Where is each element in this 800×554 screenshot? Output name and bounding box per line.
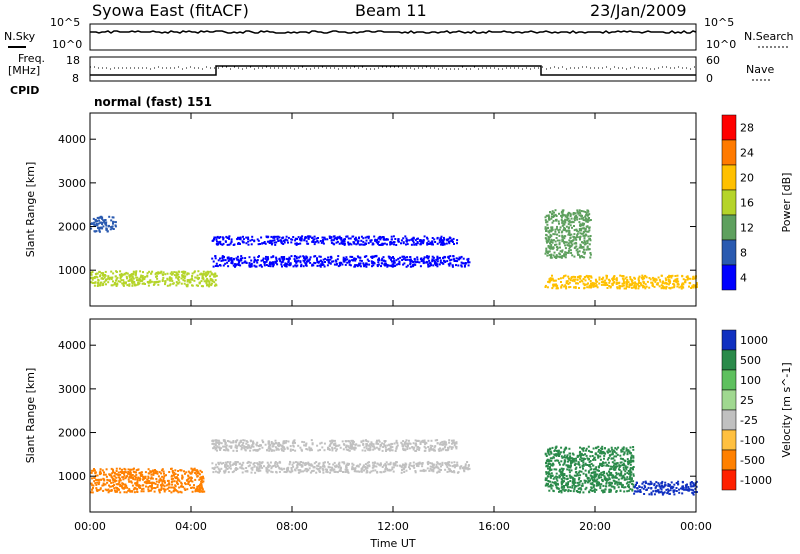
velocity-ytick-1: 3000: [58, 383, 86, 396]
xtick-1: 04:00: [175, 520, 207, 533]
power-feature-0: [90, 270, 218, 288]
freq-tick-top: 18: [66, 54, 80, 67]
time-axis: 00:00 04:00 08:00 12:00 16:00 20:00 00:00 Time …: [74, 113, 712, 550]
nave-trace: [90, 66, 695, 70]
xtick-2: 08:00: [276, 520, 308, 533]
freq-label: Freq.: [18, 52, 46, 65]
nave-tick-bottom: 0: [706, 72, 713, 85]
power-cbar-tick-5: 8: [740, 247, 747, 260]
power-feature-3: [211, 254, 471, 268]
power-cbar-label: Power [dB]: [780, 173, 793, 233]
power-cbar-tick-0: 28: [740, 122, 754, 135]
beam-label: Beam 11: [355, 1, 427, 20]
power-colorbar: 28 24 20 16 12 8 4 Power [dB]: [721, 114, 793, 291]
xtick-5: 20:00: [579, 520, 611, 533]
velocity-feature-2: [211, 439, 458, 452]
velocity-cbar-seg-2: [721, 369, 737, 391]
power-cbar-tick-3: 16: [740, 197, 754, 210]
nsky-label: N.Sky: [4, 30, 36, 43]
velocity-ytick-2: 2000: [58, 427, 86, 440]
velocity-cbar-seg-4: [721, 409, 737, 431]
power-cbar-seg-5: [721, 239, 737, 266]
velocity-cbar-label: Velocity [m s^-1]: [780, 362, 793, 457]
velocity-feature-1: [211, 460, 471, 474]
power-feature-2: [211, 235, 459, 246]
freq-frame: [89, 56, 697, 82]
velocity-panel: 4000 3000 2000 1000 Slant Range [km]: [24, 318, 698, 513]
nsearch-tick-bottom: 10^0: [706, 38, 737, 51]
nave-label: Nave: [746, 63, 775, 76]
power-cbar-tick-2: 20: [740, 172, 754, 185]
velocity-ytick-0: 4000: [58, 339, 86, 352]
nsky-tick-bottom: 10^0: [52, 38, 83, 51]
velocity-cbar-seg-7: [721, 469, 737, 491]
power-feature-1: [90, 215, 117, 233]
xtick-6: 00:00: [680, 520, 712, 533]
nsearch-tick-top: 10^5: [704, 16, 735, 29]
power-cbar-tick-6: 4: [740, 272, 747, 285]
nsky-panel: [89, 23, 697, 51]
velocity-cbar-seg-1: [721, 349, 737, 371]
power-feature-4: [544, 274, 698, 290]
cpid-label: CPID: [10, 84, 40, 97]
nsky-tick-top: 10^5: [50, 16, 81, 29]
nave-tick-top: 60: [706, 54, 720, 67]
velocity-cbar-tick-6: -500: [740, 454, 765, 467]
velocity-feature-3: [544, 445, 635, 494]
nsky-frame: [89, 23, 697, 51]
power-cbar-tick-4: 12: [740, 222, 754, 235]
xtick-3: 12:00: [377, 520, 409, 533]
velocity-ylabel: Slant Range [km]: [24, 368, 37, 464]
velocity-cbar-seg-5: [721, 429, 737, 451]
freq-unit-label: [MHz]: [8, 64, 41, 77]
power-cbar-seg-1: [721, 139, 737, 166]
velocity-cbar-seg-3: [721, 389, 737, 411]
freq-tick-bottom: 8: [72, 72, 79, 85]
velocity-cbar-tick-0: 1000: [740, 334, 768, 347]
velocity-colorbar: 1000 500 100 25 -25 -100 -500 -1000 Velocity [m …: [721, 329, 793, 491]
power-ytick-0: 4000: [58, 133, 86, 146]
power-cbar-seg-6: [721, 264, 737, 291]
power-frame: [89, 112, 697, 307]
velocity-cbar-tick-1: 500: [740, 354, 761, 367]
power-cbar-tick-1: 24: [740, 147, 754, 160]
power-ylabel: Slant Range [km]: [24, 162, 37, 258]
power-cbar-seg-0: [721, 114, 737, 141]
velocity-ytick-3: 1000: [58, 470, 86, 483]
velocity-cbar-tick-4: -25: [740, 414, 758, 427]
velocity-cbar-seg-0: [721, 329, 737, 351]
power-cbar-seg-4: [721, 214, 737, 241]
velocity-cbar-tick-2: 100: [740, 374, 761, 387]
velocity-cbar-tick-3: 25: [740, 394, 754, 407]
power-cbar-seg-3: [721, 189, 737, 216]
velocity-feature-4: [633, 480, 698, 496]
velocity-feature-0: [90, 467, 206, 494]
power-ytick-2: 2000: [58, 221, 86, 234]
power-panel: 4000 3000 2000 1000 Slant Range [km]: [24, 112, 698, 307]
cpid-text: normal (fast) 151: [94, 95, 212, 109]
power-ytick-3: 1000: [58, 264, 86, 277]
date-label: 23/Jan/2009: [590, 1, 687, 20]
velocity-cbar-tick-7: -1000: [740, 474, 772, 487]
velocity-cbar-seg-6: [721, 449, 737, 471]
xtick-4: 16:00: [478, 520, 510, 533]
freq-trace: [90, 65, 696, 76]
nsearch-label: N.Search: [744, 30, 794, 43]
x-axis-label: Time UT: [369, 537, 415, 550]
velocity-cbar-tick-5: -100: [740, 434, 765, 447]
station-title: Syowa East (fitACF): [92, 1, 249, 20]
frequency-panel: [89, 56, 697, 82]
power-feature-5: [544, 209, 592, 259]
power-ytick-1: 3000: [58, 177, 86, 190]
nsky-trace: [90, 30, 697, 34]
power-cbar-seg-2: [721, 164, 737, 191]
xtick-0: 00:00: [74, 520, 106, 533]
